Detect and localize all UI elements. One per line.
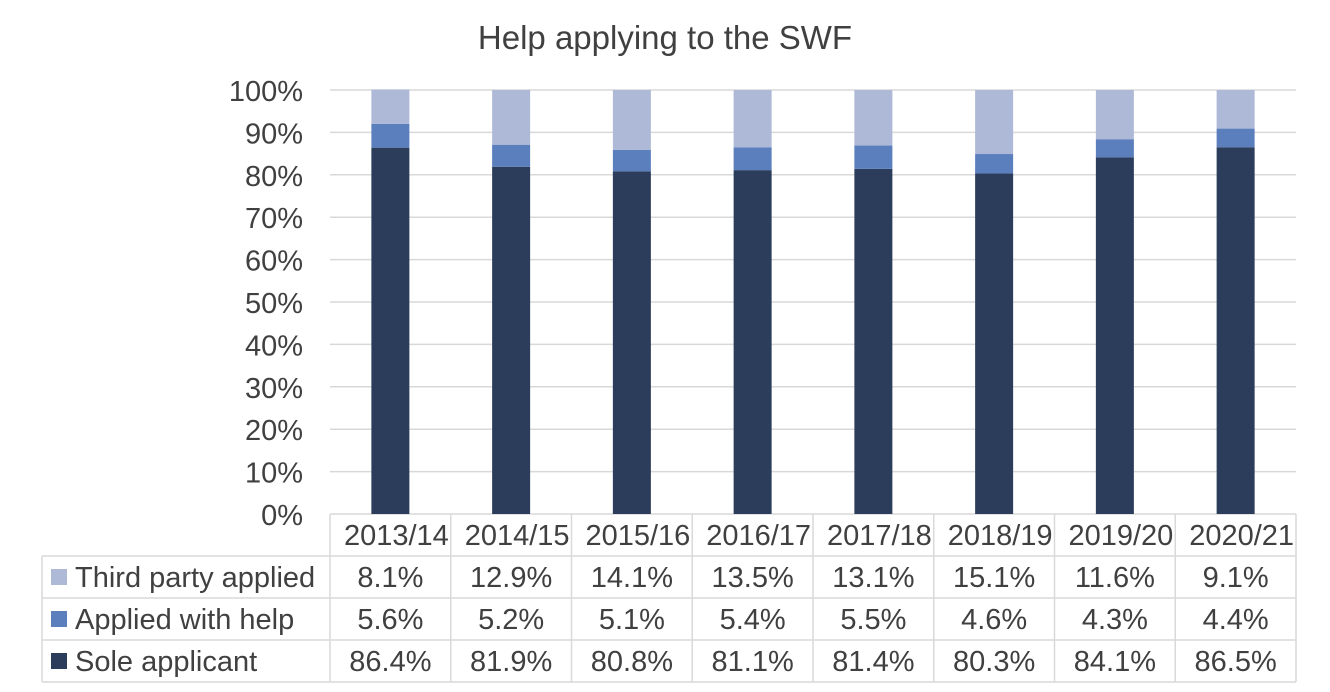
bar-sole-applicant-2013-14: [371, 147, 410, 514]
data-label: 4.4%: [1203, 604, 1269, 636]
bar-sole-applicant-2016-17: [733, 170, 772, 515]
legend-label-sole-applicant: Sole applicant: [75, 646, 257, 678]
data-label: 81.4%: [832, 646, 914, 678]
data-label: 5.2%: [478, 604, 544, 636]
data-label: 13.1%: [832, 562, 914, 594]
bar-applied-with-help-2016-17: [733, 147, 772, 171]
y-tick-label: 60%: [245, 246, 303, 278]
y-tick-label: 50%: [245, 288, 303, 320]
bar-third-party-applied-2019-20: [1095, 90, 1134, 140]
bar-sole-applicant-2019-20: [1095, 157, 1134, 514]
bar-applied-with-help-2020-21: [1216, 128, 1255, 148]
data-label: 80.3%: [953, 646, 1035, 678]
x-category-label: 2018/19: [948, 520, 1053, 552]
bar-applied-with-help-2019-20: [1095, 139, 1134, 158]
y-tick-label: 20%: [245, 415, 303, 447]
data-label: 86.5%: [1195, 646, 1277, 678]
y-tick-label: 30%: [245, 373, 303, 405]
bar-third-party-applied-2016-17: [733, 90, 772, 148]
legend-key-sole-applicant: [51, 653, 67, 669]
bar-applied-with-help-2017-18: [854, 145, 893, 169]
data-label: 9.1%: [1203, 562, 1269, 594]
bar-applied-with-help-2018-19: [975, 154, 1014, 174]
bars: [371, 89, 1255, 515]
y-tick-label: 70%: [245, 203, 303, 235]
gridlines: [330, 89, 1296, 515]
chart-title: Help applying to the SWF: [478, 19, 852, 56]
bar-applied-with-help-2015-16: [612, 149, 651, 172]
legend-key-applied-with-help: [51, 611, 67, 627]
data-label: 5.1%: [599, 604, 665, 636]
bar-sole-applicant-2018-19: [975, 173, 1014, 514]
bar-third-party-applied-2020-21: [1216, 90, 1255, 129]
x-category-label: 2014/15: [465, 520, 570, 552]
bar-third-party-applied-2013-14: [371, 89, 410, 124]
x-category-label: 2019/20: [1068, 520, 1173, 552]
bar-third-party-applied-2018-19: [975, 90, 1014, 155]
data-label: 84.1%: [1074, 646, 1156, 678]
bar-sole-applicant-2014-15: [492, 166, 531, 514]
legend-key-third-party-applied: [51, 569, 67, 585]
legend-label-third-party-applied: Third party applied: [75, 562, 315, 594]
bar-third-party-applied-2015-16: [612, 90, 651, 150]
bar-sole-applicant-2020-21: [1216, 147, 1255, 515]
bar-applied-with-help-2014-15: [492, 144, 531, 167]
data-label: 13.5%: [712, 562, 794, 594]
data-label: 86.4%: [349, 646, 431, 678]
legend-label-applied-with-help: Applied with help: [75, 604, 294, 636]
data-label: 11.6%: [1075, 562, 1155, 594]
data-table: 2013/14 2014/15 2015/16 2016/17 2017/18 2018/…: [41, 514, 1297, 683]
data-label: 4.6%: [961, 604, 1027, 636]
y-tick-label: 90%: [245, 118, 303, 150]
data-label: 8.1%: [357, 562, 423, 594]
y-tick-label: 80%: [245, 161, 303, 193]
bar-third-party-applied-2017-18: [854, 90, 893, 146]
data-label: 81.1%: [712, 646, 794, 678]
y-tick-label: 0%: [261, 500, 303, 532]
y-tick-label: 10%: [245, 458, 303, 490]
data-label: 4.3%: [1082, 604, 1148, 636]
data-label: 5.6%: [357, 604, 423, 636]
x-category-label: 2016/17: [706, 520, 811, 552]
bar-sole-applicant-2017-18: [854, 168, 893, 514]
data-label: 5.5%: [840, 604, 906, 636]
x-category-label: 2017/18: [827, 520, 932, 552]
data-label: 81.9%: [470, 646, 552, 678]
data-label: 14.1%: [591, 562, 673, 594]
data-label: 80.8%: [591, 646, 673, 678]
x-category-label: 2013/14: [344, 520, 449, 552]
data-label: 15.1%: [953, 562, 1035, 594]
data-label: 12.9%: [470, 562, 552, 594]
x-category-label: 2015/16: [585, 520, 690, 552]
y-tick-label: 100%: [229, 76, 303, 108]
y-axis: 0% 10% 20% 30% 40% 50% 60% 70% 80% 90% 100%: [229, 76, 303, 532]
bar-sole-applicant-2015-16: [612, 171, 651, 514]
x-category-label: 2020/21: [1189, 520, 1294, 552]
bar-applied-with-help-2013-14: [371, 123, 410, 148]
data-label: 5.4%: [720, 604, 786, 636]
y-tick-label: 40%: [245, 330, 303, 362]
bar-third-party-applied-2014-15: [492, 90, 531, 145]
